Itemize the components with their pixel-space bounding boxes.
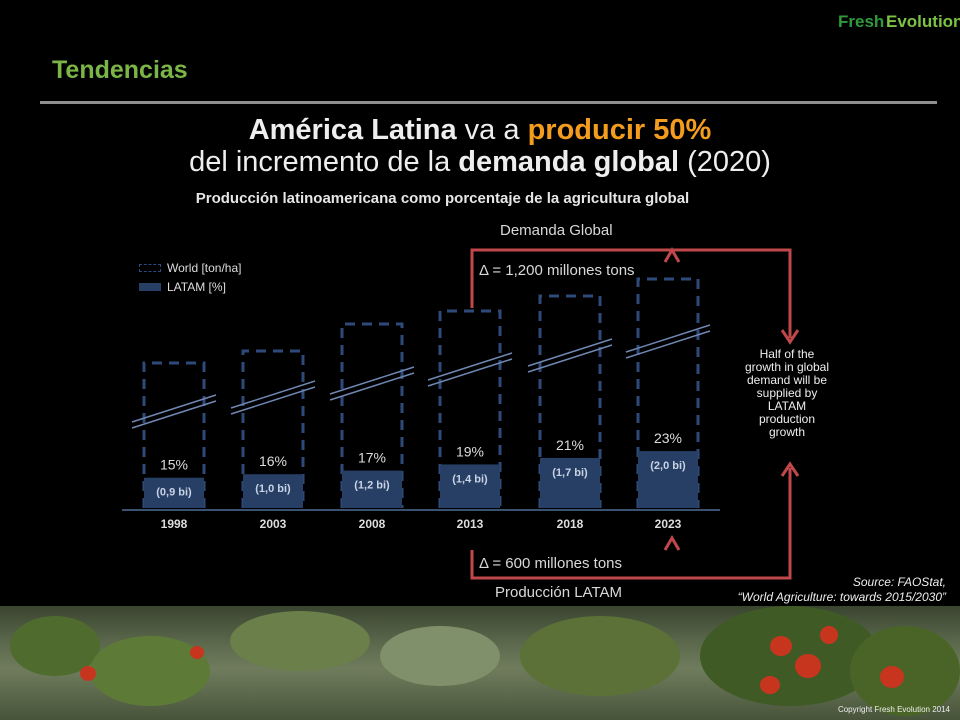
headline-latam: América Latina (248, 114, 457, 146)
category-label: 2018 (557, 517, 584, 531)
headline-produce-50: producir 50% (527, 114, 712, 146)
pct-label: 23% (654, 430, 682, 446)
legend-latam-swatch (139, 283, 161, 291)
volume-label: (0,9 bi) (156, 487, 192, 499)
world-bar (340, 322, 404, 508)
latam-bar (243, 474, 303, 508)
pct-label: 21% (556, 437, 584, 453)
volume-label: (1,7 bi) (552, 467, 588, 479)
latam-bar (638, 451, 698, 508)
category-label: 2013 (457, 517, 484, 531)
side-note-line: growth in global (744, 360, 830, 374)
axis-break-line (230, 380, 316, 409)
side-note: Half of the growth in global demand will… (732, 348, 842, 439)
pct-label: 15% (160, 457, 188, 473)
world-bar (438, 309, 502, 508)
side-note-line: growth (768, 425, 806, 439)
pct-label: 16% (259, 453, 287, 469)
delta-demand-label: Δ = 1,200 millones tons (479, 262, 635, 279)
category-label: 1998 (161, 517, 188, 531)
side-note-line: Half of the (759, 347, 815, 361)
side-note-line: demand will be (746, 373, 828, 387)
up-arrow-icon (663, 535, 681, 551)
up-arrow-icon (663, 247, 681, 263)
production-bracket (470, 468, 792, 580)
pct-label: 17% (358, 450, 386, 466)
demand-bracket (470, 248, 792, 338)
world-bar (538, 294, 602, 508)
produccion-latam-label: Producción LATAM (495, 584, 622, 601)
legend-world-swatch (139, 264, 161, 272)
latam-bar (440, 464, 500, 508)
headline-global-demand: demanda global (458, 146, 680, 178)
side-note-line: supplied by (756, 386, 818, 400)
legend-latam-label: LATAM [%] (167, 280, 226, 294)
headline-increment: del incremento de la (189, 146, 459, 178)
headline-connector: va a (456, 114, 528, 146)
pct-label: 19% (456, 443, 484, 459)
axis-break-line (427, 358, 513, 387)
axis-break-line (230, 386, 316, 415)
world-bar (142, 361, 206, 508)
category-label: 2003 (260, 517, 287, 531)
axis-break-line (329, 366, 415, 395)
axis-break-line (427, 352, 513, 381)
source-line-1: Source: FAOStat, (852, 575, 946, 589)
latam-bar (342, 470, 402, 508)
up-arrow-icon (780, 461, 800, 477)
side-note-line: LATAM (767, 399, 807, 413)
headline: América Latina va a producir 50% del inc… (0, 114, 960, 178)
fresh-evolution-logo: Fresh Evolution (834, 6, 960, 42)
copyright: Copyright Fresh Evolution 2014 (837, 705, 950, 714)
down-arrow-icon (780, 329, 800, 345)
headline-line-1: América Latina va a producir 50% (0, 114, 960, 146)
section-title: Tendencias (52, 56, 188, 84)
axis-break-line (625, 330, 711, 359)
axis-break-line (131, 394, 217, 423)
headline-line-2: del incremento de la demanda global (202… (0, 146, 960, 178)
axis-break-line (527, 338, 613, 367)
chart-subtitle: Producción latinoamericana como porcenta… (195, 190, 690, 207)
demanda-global-label: Demanda Global (500, 222, 613, 239)
latam-bar (144, 477, 204, 508)
axis-break-line (527, 344, 613, 373)
volume-label: (1,4 bi) (452, 473, 488, 485)
world-bar (241, 349, 305, 508)
source-line-2: “World Agriculture: towards 2015/2030” (737, 590, 946, 604)
volume-label: (2,0 bi) (650, 460, 686, 472)
axis-break-line (329, 372, 415, 401)
delta-production-label: Δ = 600 millones tons (479, 555, 623, 572)
headline-year: (2020) (679, 146, 771, 178)
latam-bar (540, 457, 600, 508)
axis-break-line (625, 324, 711, 353)
side-note-line: production (758, 412, 816, 426)
divider (40, 101, 937, 104)
volume-label: (1,0 bi) (255, 483, 291, 495)
category-label: 2023 (655, 517, 682, 531)
logo-fresh: Fresh (838, 12, 885, 31)
volume-label: (1,2 bi) (354, 480, 390, 492)
legend-world-label: World [ton/ha] (167, 261, 242, 275)
logo-evolution: Evolution (886, 12, 960, 31)
world-bar (636, 277, 700, 508)
category-label: 2008 (359, 517, 386, 531)
greenhouse-photo (0, 606, 960, 720)
axis-break-line (131, 400, 217, 429)
